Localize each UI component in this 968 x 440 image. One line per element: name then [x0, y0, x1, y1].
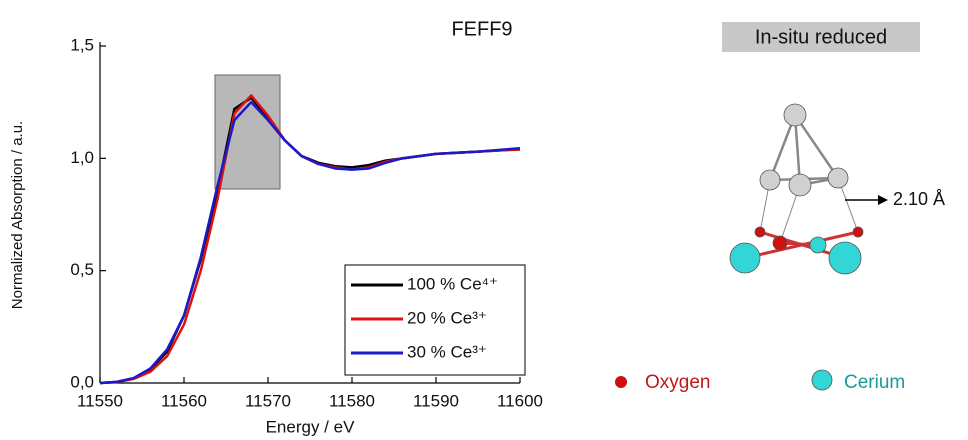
x-tick-label: 11550 — [77, 391, 123, 410]
y-tick-label: 1,5 — [70, 35, 94, 54]
cerium-label: Cerium — [844, 372, 905, 393]
chart-title: FEFF9 — [451, 18, 512, 40]
oxygen-label: Oxygen — [645, 372, 710, 393]
legend-label: 20 % Ce³⁺ — [407, 308, 487, 327]
y-tick-label: 0,0 — [70, 372, 94, 391]
x-tick-label: 11570 — [245, 391, 291, 410]
y-tick-label: 0,5 — [70, 260, 94, 279]
y-tick-label: 1,0 — [70, 148, 94, 167]
x-tick-label: 11580 — [329, 391, 375, 410]
y-axis-label: Normalized Absorption / a.u. — [9, 121, 26, 309]
cerium-icon — [811, 369, 833, 391]
legend-label: 100 % Ce⁴⁺ — [407, 274, 498, 293]
panel-title: In-situ reduced — [755, 26, 887, 48]
x-axis-label: Energy / eV — [266, 417, 355, 436]
series-line — [99, 100, 521, 385]
highlight-box — [214, 74, 281, 190]
oxygen-icon — [615, 376, 627, 388]
legend-label: 30 % Ce³⁺ — [407, 342, 487, 361]
x-tick-label: 11600 — [497, 391, 543, 410]
atoms — [729, 103, 864, 275]
x-tick-label: 11560 — [161, 391, 207, 410]
x-tick-label: 11590 — [413, 391, 459, 410]
arrow-head — [878, 195, 888, 205]
distance-label: 2.10 Å — [893, 189, 945, 209]
label-background — [722, 22, 920, 52]
